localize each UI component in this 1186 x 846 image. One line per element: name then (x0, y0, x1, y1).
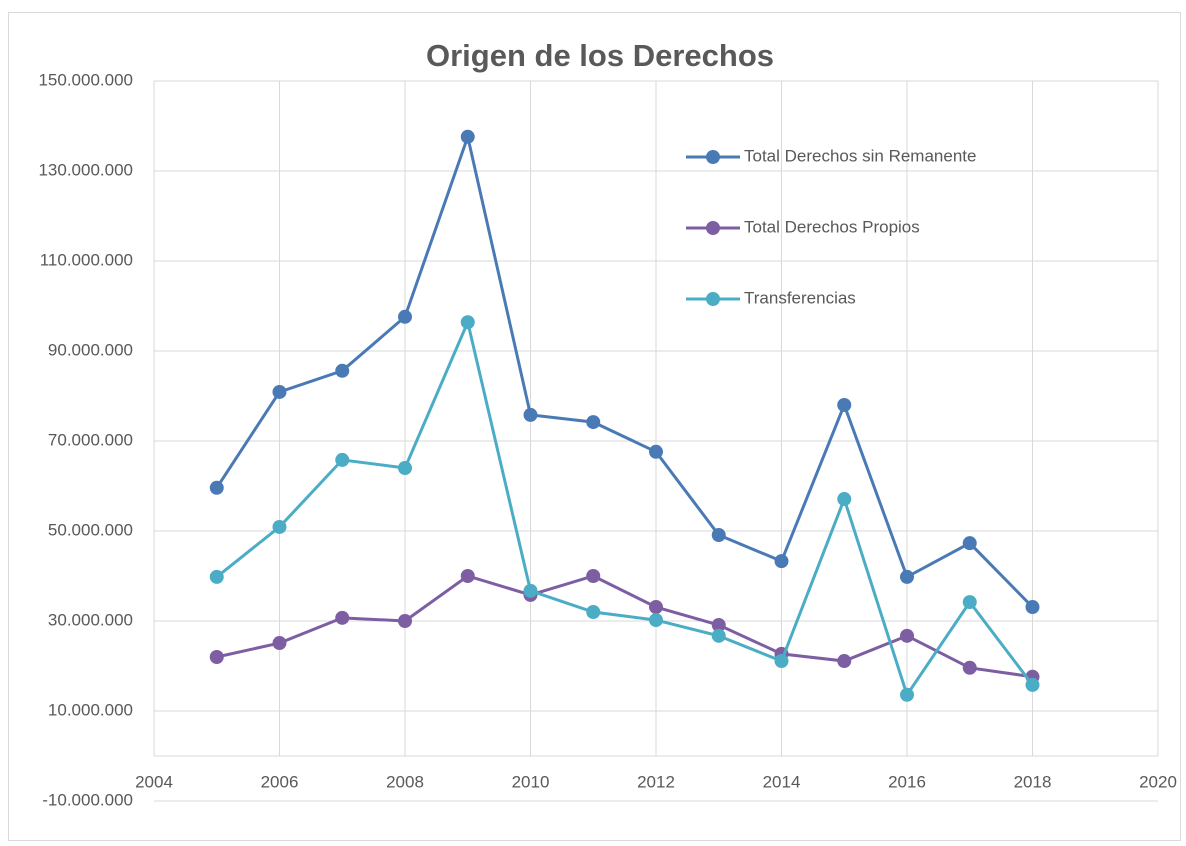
legend-marker (706, 150, 720, 164)
x-tick-label: 2010 (512, 772, 550, 791)
data-point (774, 554, 789, 569)
series-line (215, 131, 1034, 609)
legend-label: Total Derechos sin Remanente (744, 146, 976, 165)
legend-label: Transferencias (744, 288, 856, 307)
data-point (398, 614, 412, 628)
data-point (1025, 677, 1040, 692)
x-tick-label: 2014 (763, 772, 801, 791)
data-point (711, 618, 726, 633)
data-point (209, 569, 224, 584)
x-tick-label: 2012 (637, 772, 675, 791)
data-point (837, 654, 852, 669)
x-tick-label: 2018 (1014, 772, 1052, 791)
data-point (962, 536, 977, 551)
data-point (1025, 600, 1040, 615)
series-line (215, 317, 1034, 699)
y-tick-label: 110.000.000 (40, 250, 133, 269)
data-point (523, 407, 538, 422)
data-point (209, 480, 224, 495)
data-point (460, 569, 475, 583)
data-point (398, 461, 412, 475)
y-tick-label: -10.000.000 (42, 790, 133, 809)
data-point (272, 636, 287, 651)
x-tick-label: 2004 (135, 772, 173, 791)
data-point (837, 398, 852, 412)
data-point (272, 384, 287, 399)
series-line (216, 574, 1033, 679)
data-point (523, 583, 538, 598)
data-point (711, 628, 726, 643)
data-point (962, 660, 977, 675)
data-point (900, 628, 914, 643)
data-point (900, 569, 914, 584)
data-point (649, 444, 663, 459)
x-tick-label: 2006 (261, 772, 299, 791)
x-tick-label: 2016 (888, 772, 926, 791)
data-point (335, 452, 350, 467)
data-point (711, 528, 726, 543)
chart-title: Origen de los Derechos (426, 38, 774, 73)
y-tick-label: 70.000.000 (48, 430, 133, 449)
y-tick-label: 150.000.000 (38, 70, 133, 89)
x-tick-label: 2020 (1139, 772, 1177, 791)
data-point (900, 687, 914, 702)
legend-label: Total Derechos Propios (744, 217, 920, 236)
y-tick-label: 130.000.000 (38, 160, 133, 179)
data-point (398, 309, 412, 324)
data-point (460, 315, 475, 330)
data-point (209, 650, 224, 664)
legend-marker (706, 292, 720, 306)
data-point (774, 654, 789, 669)
data-point (649, 600, 663, 615)
x-tick-label: 2008 (386, 772, 424, 791)
data-point (586, 605, 601, 619)
y-tick-label: 10.000.000 (48, 700, 133, 719)
y-tick-label: 30.000.000 (48, 610, 133, 629)
data-point (335, 610, 350, 625)
data-point (837, 492, 852, 507)
y-tick-label: 50.000.000 (48, 520, 133, 539)
data-point (586, 415, 601, 430)
data-point (586, 569, 601, 583)
data-point (335, 363, 350, 378)
y-tick-label: 90.000.000 (48, 340, 133, 359)
data-point (272, 519, 287, 534)
data-point (460, 129, 475, 144)
data-point (962, 595, 977, 610)
legend-marker (706, 221, 720, 235)
data-point (649, 613, 663, 628)
